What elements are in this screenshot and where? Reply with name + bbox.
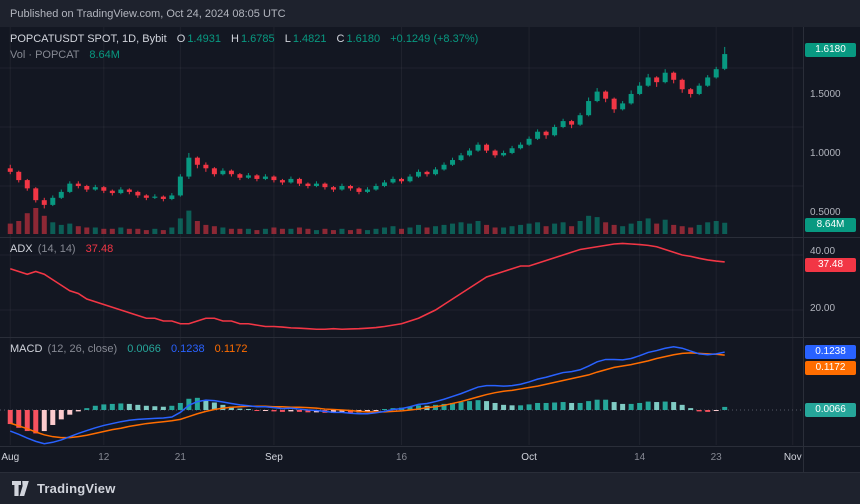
close-label: C (336, 33, 345, 45)
last-price-badge: 1.6180 (805, 43, 856, 57)
open-value: 1.4931 (187, 33, 221, 45)
tradingview-wordmark[interactable]: TradingView (37, 481, 116, 496)
high-label: H (231, 33, 239, 45)
time-label: 14 (634, 452, 646, 463)
signal-value-badge: 0.1172 (805, 361, 856, 375)
price-axis[interactable]: 1.6180 1.5000 1.0000 0.5000 8.64M 40.00 … (804, 27, 860, 472)
adx-axis-label: 40.00 (810, 246, 836, 257)
time-label: 12 (98, 452, 110, 463)
macd-line-value: 0.1238 (170, 343, 205, 355)
volume-badge: 8.64M (805, 218, 856, 232)
time-label: 16 (395, 452, 408, 463)
macd-signal-value: 0.1172 (214, 343, 248, 355)
adx-legend: ADX (14, 14) 37.48 (10, 243, 113, 255)
low-value: 1.4821 (292, 33, 327, 45)
macd-params: (12, 26, close) (47, 343, 118, 355)
volume-legend: Vol · POPCAT 8.64M (10, 49, 120, 61)
main-legend: POPCATUSDT SPOT, 1D, Bybit O 1.4931 H 1.67… (10, 33, 478, 45)
tradingview-logo-icon[interactable] (12, 481, 29, 496)
macd-legend: MACD (12, 26, close) 0.0066 0.1238 0.117… (10, 343, 247, 355)
macd-name[interactable]: MACD (10, 343, 43, 355)
change-value: +0.1249 (+8.37%) (390, 33, 479, 45)
volume-value: 8.64M (89, 49, 120, 61)
time-label: Sep (265, 452, 283, 463)
time-label: 23 (710, 452, 722, 463)
high-value: 1.6785 (240, 33, 275, 45)
adx-name[interactable]: ADX (10, 243, 33, 255)
adx-axis-label: 20.00 (810, 303, 836, 314)
symbol-title[interactable]: POPCATUSDT SPOT, 1D, Bybit (10, 33, 167, 45)
published-bar: Published on TradingView.com, Oct 24, 20… (0, 0, 860, 27)
adx-value: 37.48 (85, 243, 114, 255)
time-axis[interactable]: Aug 12 21 Sep 16 Oct 14 23 Nov (0, 447, 803, 472)
adx-value-badge: 37.48 (805, 258, 856, 272)
price-axis-label: 1.5000 (810, 89, 841, 100)
main-price-pane[interactable] (0, 27, 803, 237)
adx-pane[interactable] (0, 238, 803, 337)
open-label: O (176, 33, 186, 45)
adx-params: (14, 14) (37, 243, 76, 255)
macd-value-badge: 0.1238 (805, 345, 856, 359)
pane-separator[interactable] (0, 237, 860, 238)
time-label: 21 (174, 452, 186, 463)
time-label: Aug (1, 452, 20, 463)
time-label: Nov (783, 452, 802, 463)
price-axis-label: 1.0000 (810, 148, 841, 159)
price-axis-separator (803, 27, 804, 472)
footer-bar: TradingView (0, 472, 860, 504)
macd-hist-value: 0.0066 (127, 343, 161, 355)
published-text: Published on TradingView.com, Oct 24, 20… (10, 7, 286, 20)
time-label: Oct (521, 452, 537, 463)
pane-separator[interactable] (0, 337, 860, 338)
macd-pane[interactable] (0, 338, 803, 445)
low-label: L (284, 33, 291, 45)
price-axis-label: 0.5000 (810, 207, 841, 218)
close-value: 1.6180 (346, 33, 381, 45)
hist-value-badge: 0.0066 (805, 403, 856, 417)
axis-separator (0, 446, 860, 447)
volume-label[interactable]: Vol · POPCAT (10, 49, 80, 61)
